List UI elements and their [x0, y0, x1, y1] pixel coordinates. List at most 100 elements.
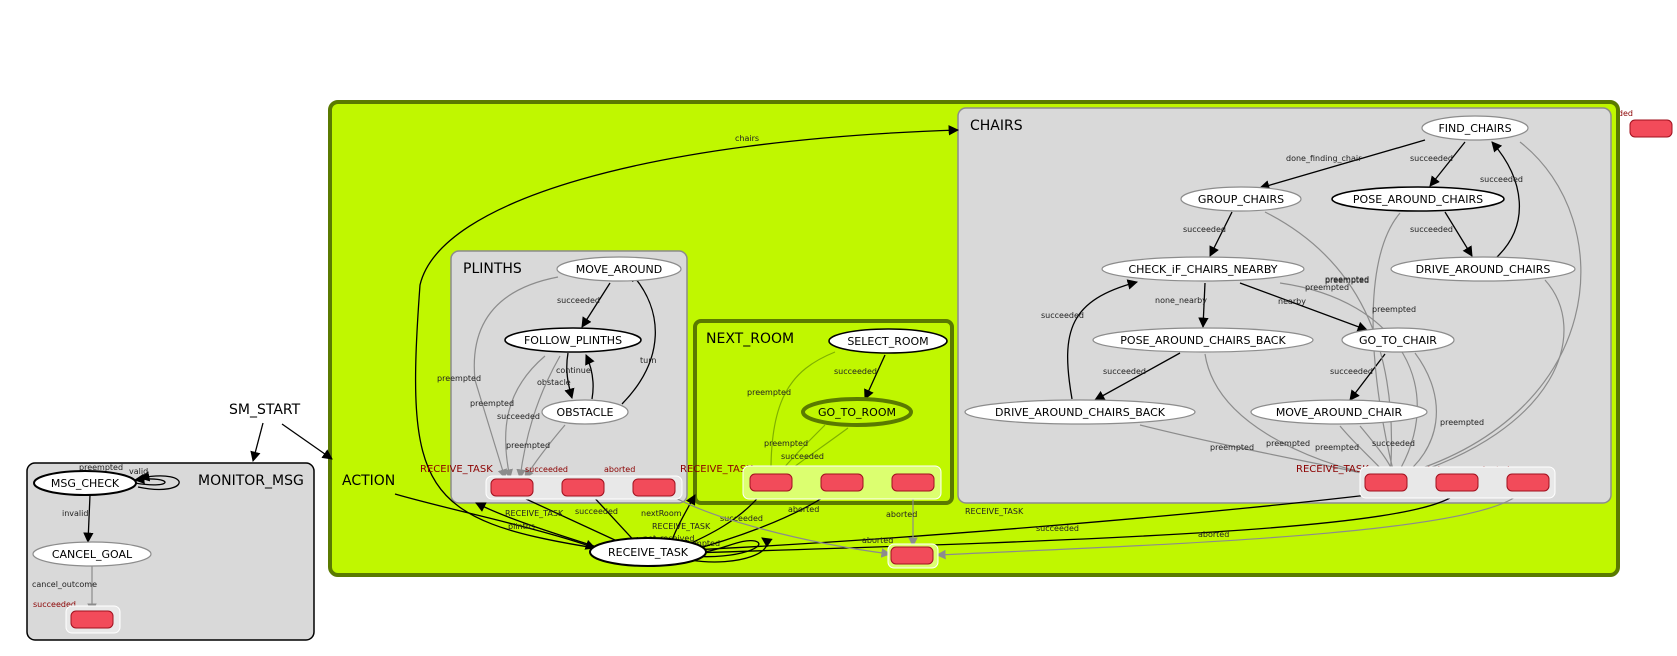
edge-label-p-continue: continue	[556, 366, 591, 375]
edge-label-p-succeeded-2: succeeded	[497, 412, 540, 421]
edge-start-to-monitor	[250, 422, 264, 463]
cancel-goal-label: CANCEL_GOAL	[52, 548, 133, 561]
edge-receive-self-2	[689, 537, 773, 563]
edge-chairs	[414, 125, 960, 549]
edge-select-goto	[864, 354, 886, 400]
chairs-label: CHAIRS	[970, 118, 1023, 134]
edge-label-plinths: plinths	[508, 522, 535, 531]
edge-label-m-preempted: preempted	[79, 463, 123, 472]
plinths-outcome-succeeded[interactable]	[561, 478, 605, 497]
edge-msg-invalid	[83, 494, 94, 544]
follow-plinths-node[interactable]	[504, 327, 642, 353]
edge-plinths-rt	[512, 492, 631, 548]
move-around-node[interactable]	[556, 256, 682, 282]
edge-start-to-action	[281, 423, 333, 460]
edge-driveback-check	[1067, 279, 1139, 400]
edge-label-c-preempted-5: preempted	[1266, 439, 1310, 448]
edge-label-c-none-nearby: none_nearby	[1155, 296, 1207, 305]
edge-plinths	[475, 502, 601, 549]
go-to-chair-node[interactable]	[1341, 327, 1455, 353]
go-to-room-node[interactable]	[801, 397, 913, 427]
plinths-outcome-aborted[interactable]	[632, 478, 676, 497]
edge-label-c-preempted-8: preempted	[1440, 418, 1484, 427]
drive-around-chairs-back-node[interactable]	[964, 399, 1196, 425]
plinths-container[interactable]	[450, 250, 688, 504]
edge-label-c-preempted-2: preempted	[1372, 305, 1416, 314]
find-chairs-label: FIND_CHAIRS	[1438, 122, 1511, 135]
next-room-label: NEXT_ROOM	[706, 331, 794, 347]
top-outcome-succeeded[interactable]	[1629, 119, 1673, 138]
obstacle-node[interactable]	[541, 399, 629, 425]
edge-obstacle-preempted	[524, 424, 566, 479]
next-room-outcome-succeeded[interactable]	[820, 473, 864, 492]
receive-task-label: RECEIVE_TASK	[608, 546, 689, 559]
edge-label-nextroom: nextRoom	[641, 509, 682, 518]
find-chairs-node[interactable]	[1421, 115, 1529, 141]
pose-around-chairs-back-node[interactable]	[1092, 327, 1314, 353]
edge-obstacle-follow	[585, 354, 595, 400]
plinths-succeeded-label: succeeded	[525, 465, 568, 474]
chairs-outcome-succeeded[interactable]	[1435, 473, 1479, 492]
monitor-outcome-succeeded[interactable]	[70, 610, 114, 629]
edge-gotochair-movechair	[1349, 353, 1386, 401]
edge-msg-self-2	[137, 471, 180, 491]
group-chairs-label: GROUP_CHAIRS	[1198, 193, 1284, 206]
edge-move-follow	[581, 282, 611, 328]
plinths-aborted-label: aborted	[604, 465, 635, 474]
edge-label-s-3: succeeded	[1036, 524, 1079, 533]
sm-start-node[interactable]: SM_START	[229, 402, 301, 418]
edge-follow-preempted	[503, 355, 546, 479]
edge-check-poseback	[1198, 282, 1209, 329]
edge-label-a-2: aborted	[1198, 530, 1229, 539]
go-to-room-label: GO_TO_ROOM	[818, 406, 896, 419]
edge-label-c-succeeded-5: succeeded	[1103, 367, 1146, 376]
edge-label-rt-1: RECEIVE_TASK	[505, 509, 564, 518]
drive-around-chairs-label: DRIVE_AROUND_CHAIRS	[1416, 263, 1551, 276]
edge-drive-find	[1491, 141, 1520, 258]
edge-select-preempted	[766, 351, 836, 477]
msg-check-node[interactable]	[33, 470, 137, 496]
chairs-outcome-rt[interactable]	[1364, 473, 1408, 492]
msg-check-label: MSG_CHECK	[51, 477, 120, 490]
edge-label-c-preempted-6: preempted	[1210, 443, 1254, 452]
edge-pose-drive	[1444, 211, 1473, 257]
next-room-rt-label: RECEIVE_TASK	[680, 464, 753, 475]
select-room-label: SELECT_ROOM	[847, 335, 928, 348]
receive-task-node[interactable]	[589, 537, 707, 567]
edge-label-a-4: aborted	[862, 536, 893, 545]
edge-label-n-preempted-2: preempted	[764, 439, 808, 448]
edge-label-chairs: chairs	[735, 134, 759, 143]
edge-receive-self-1	[688, 539, 760, 559]
monitor-msg-label: MONITOR_MSG	[198, 473, 304, 489]
edge-label-s-2: succeeded	[720, 514, 763, 523]
chairs-outcome-aborted[interactable]	[1506, 473, 1550, 492]
pose-around-chairs-label: POSE_AROUND_CHAIRS	[1353, 193, 1483, 206]
monitor-msg-container[interactable]	[26, 462, 315, 641]
next-room-outcome-aborted[interactable]	[891, 473, 935, 492]
group-chairs-node[interactable]	[1180, 186, 1302, 212]
edge-label-c-preempted-1: preempted	[1325, 275, 1369, 284]
action-outcome-aborted[interactable]	[890, 546, 934, 565]
obstacle-label: OBSTACLE	[557, 406, 614, 419]
edge-label-c-preempted-3: preempted	[1325, 276, 1369, 285]
check-if-chairs-nearby-node[interactable]	[1101, 256, 1305, 282]
edge-label-p-preempted-3: preempted	[506, 441, 550, 450]
drive-around-chairs-node[interactable]	[1390, 256, 1576, 282]
edge-label-c-preempted-4: preempted	[1305, 283, 1349, 292]
edge-label-m-invalid: invalid	[62, 509, 88, 518]
next-room-outcome-rt[interactable]	[749, 473, 793, 492]
edge-obstacle-move	[621, 271, 656, 405]
edge-group-check	[1209, 211, 1233, 257]
edge-poseback-preempted	[1204, 353, 1386, 481]
edge-label-c-preempted-7: preempted	[1315, 443, 1359, 452]
plinths-label: PLINTHS	[463, 261, 522, 277]
select-room-node[interactable]	[828, 328, 948, 354]
edge-label-c-nearby: nearby	[1278, 297, 1306, 306]
edge-check-preempted	[1279, 282, 1418, 479]
cancel-goal-node[interactable]	[32, 541, 152, 567]
move-around-chair-node[interactable]	[1250, 399, 1428, 425]
plinths-outcome-rt[interactable]	[490, 478, 534, 497]
pose-around-chairs-node[interactable]	[1331, 186, 1505, 212]
edge-label-m-cancel: cancel_outcome	[32, 580, 97, 589]
